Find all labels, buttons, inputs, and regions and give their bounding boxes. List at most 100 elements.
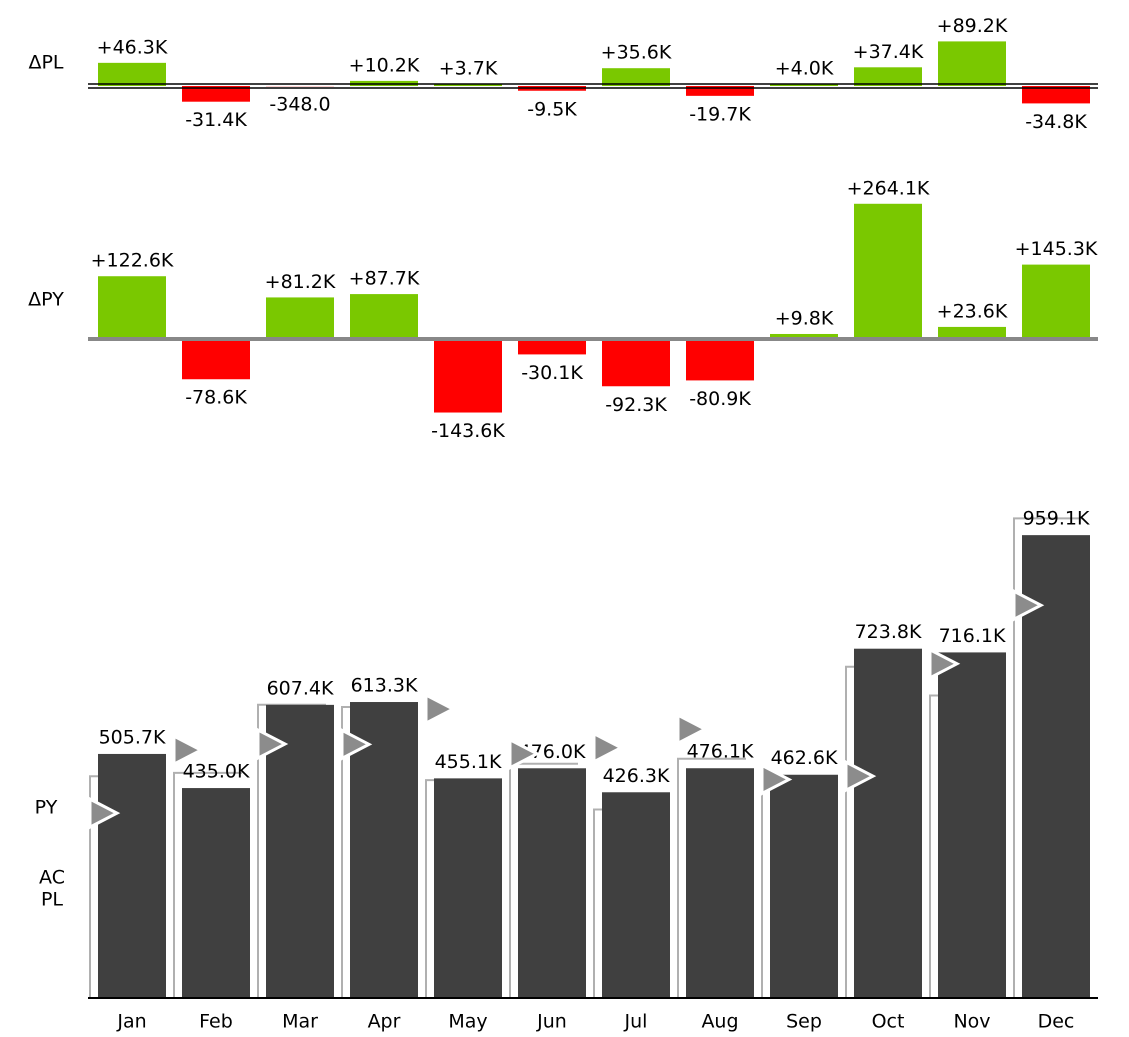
variance-bar [602, 339, 670, 387]
data-label: -143.6K [431, 420, 505, 442]
data-label: +9.8K [775, 307, 834, 329]
data-label: -34.8K [1025, 111, 1087, 133]
ac-bar [602, 792, 670, 998]
data-label: +46.3K [97, 36, 168, 58]
data-label: +10.2K [349, 54, 420, 76]
data-label: +264.1K [847, 177, 930, 199]
variance-bar [182, 339, 250, 380]
variance-bar [602, 68, 670, 86]
ac-bar [98, 753, 166, 998]
variance-bar [98, 276, 166, 339]
ac-bar [686, 768, 754, 998]
data-label: 476.1K [687, 741, 754, 763]
data-label: 607.4K [267, 677, 334, 699]
data-label: 613.3K [351, 675, 418, 697]
py-marker [760, 763, 793, 796]
data-label: +145.3K [1015, 238, 1098, 260]
variance-bar [1022, 264, 1090, 339]
data-label: +3.7K [439, 58, 498, 80]
data-label: 476.0K [519, 741, 586, 763]
ac-bar [854, 648, 922, 998]
data-label: 723.8K [855, 621, 922, 643]
data-label: 959.1K [1023, 508, 1090, 530]
variance-bar [518, 339, 586, 355]
py-marker [592, 731, 625, 765]
py-marker [340, 727, 373, 761]
variance-bar [854, 67, 922, 86]
pl-outline [257, 703, 326, 998]
legend-label: PL [41, 889, 63, 911]
data-label: -9.5K [527, 98, 577, 120]
data-label: 455.1K [435, 751, 502, 773]
variance-bar [938, 326, 1006, 339]
py-marker [88, 796, 121, 830]
x-tick-label: Apr [368, 1011, 401, 1033]
data-label: +81.2K [265, 271, 336, 293]
data-label: 435.0K [183, 761, 250, 783]
variance-bar [770, 333, 838, 339]
legend-label: AC [39, 867, 65, 889]
data-label: -19.7K [689, 103, 751, 125]
pl-outline [1013, 517, 1082, 998]
data-label: 426.3K [603, 765, 670, 787]
variance-bar [182, 86, 250, 102]
ac-bar [938, 652, 1006, 998]
variance-bar [854, 203, 922, 339]
data-label: -92.3K [605, 394, 667, 416]
panel-label: ΔPL [28, 52, 63, 74]
variance-bar [266, 297, 334, 339]
ac-bar [266, 704, 334, 998]
py-marker [1012, 588, 1045, 622]
ac-bar [434, 778, 502, 998]
data-label: -80.9K [689, 388, 751, 410]
x-tick-label: Jul [624, 1011, 648, 1033]
ac-bar [350, 702, 418, 998]
variance-bar [1022, 86, 1090, 104]
pl-outline [173, 771, 242, 998]
data-label: -348.0 [269, 94, 330, 116]
data-label: +4.0K [775, 58, 834, 80]
x-tick-label: Feb [199, 1011, 233, 1033]
variance-bar [686, 339, 754, 381]
x-tick-label: Nov [953, 1011, 990, 1033]
py-marker [424, 692, 457, 726]
variance-bar [770, 84, 838, 86]
data-label: 716.1K [939, 625, 1006, 647]
py-marker [844, 759, 877, 793]
x-tick-label: Jan [116, 1011, 146, 1033]
x-tick-label: Oct [872, 1011, 905, 1033]
ac-bar [770, 774, 838, 998]
data-label: 505.7K [99, 726, 166, 748]
py-marker [928, 647, 961, 681]
x-tick-label: Mar [282, 1011, 318, 1033]
ac-bar [518, 768, 586, 998]
data-label: +37.4K [853, 41, 924, 63]
py-marker [256, 727, 289, 761]
pl-outline [677, 757, 746, 998]
py-marker [676, 712, 709, 746]
panel-label: ΔPY [28, 289, 64, 311]
x-tick-label: Dec [1038, 1011, 1075, 1033]
py-marker [172, 733, 205, 767]
py-marker [508, 737, 541, 771]
variance-bar [434, 339, 502, 413]
data-label: +87.7K [349, 268, 420, 290]
ac-bar [182, 788, 250, 998]
ac-bar [1022, 535, 1090, 998]
plot: +46.3K -31.4K -348.0 +10.2K +3.7K -9.5K +35.6K… [88, 15, 1098, 1033]
data-label: +23.6K [937, 300, 1008, 322]
variance-bar [350, 294, 418, 339]
x-tick-label: Jun [536, 1011, 567, 1033]
variance-bar [98, 62, 166, 86]
data-label: +89.2K [937, 15, 1008, 37]
data-label: 462.6K [771, 747, 838, 769]
legend-label: PY [35, 797, 58, 819]
x-tick-label: Sep [786, 1011, 822, 1033]
data-label: -78.6K [185, 387, 247, 409]
x-tick-label: Aug [701, 1011, 738, 1033]
x-tick-label: May [448, 1011, 487, 1033]
data-label: +35.6K [601, 42, 672, 64]
data-label: -31.4K [185, 109, 247, 131]
variance-bar [938, 41, 1006, 86]
